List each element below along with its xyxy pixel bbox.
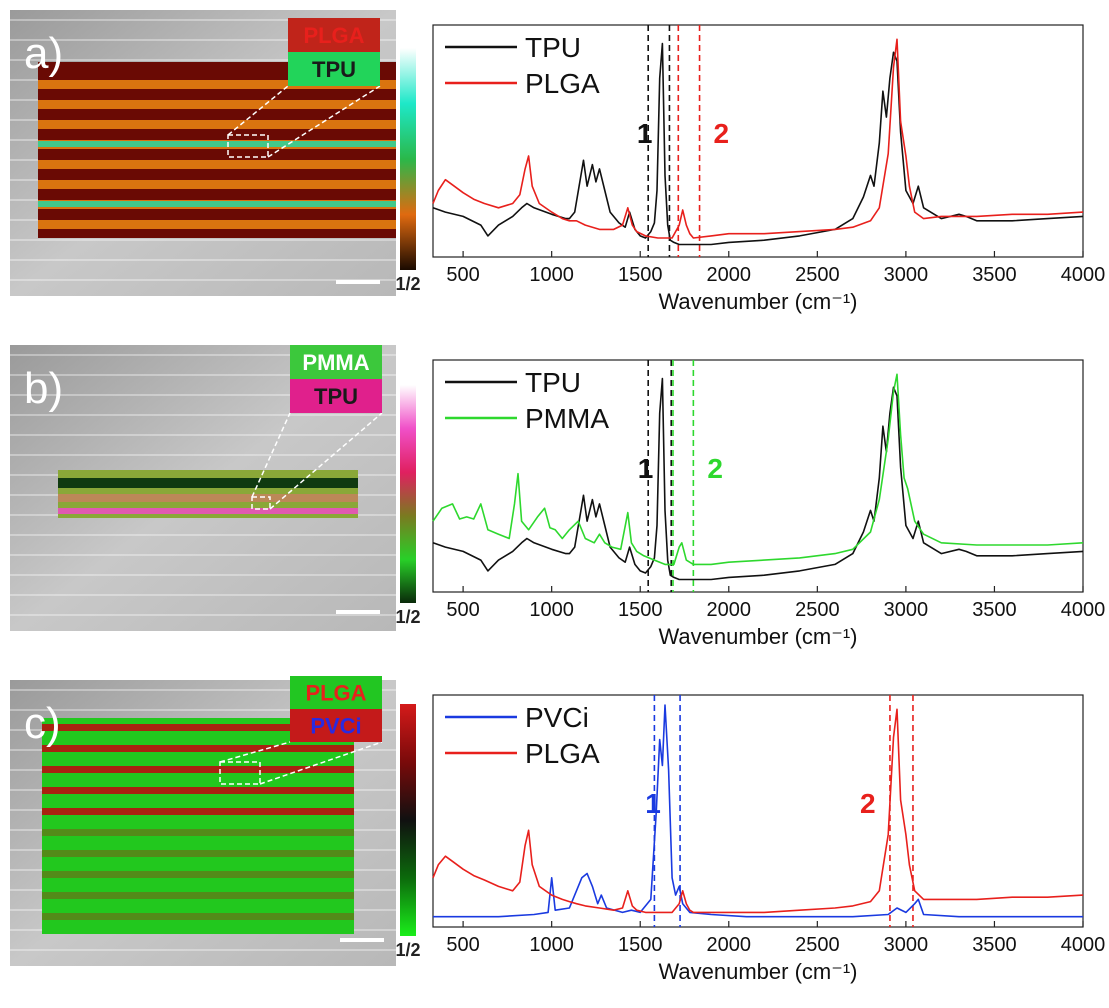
x-tick-label: 3500 [972, 934, 1017, 956]
x-tick-label: 1000 [529, 934, 574, 956]
legend-label: TPU [525, 32, 581, 63]
series-line-plga [432, 708, 1084, 914]
zoom-inset: PLGA TPU [288, 18, 380, 86]
x-axis-label: Wavenumber (cm⁻¹) [658, 959, 857, 984]
x-axis-label: Wavenumber (cm⁻¹) [658, 624, 857, 649]
x-tick-label: 1500 [618, 264, 663, 286]
legend-label: PVCi [525, 702, 589, 733]
colorbar [400, 704, 416, 936]
plot-frame [432, 24, 1084, 258]
zoom-region [251, 412, 383, 510]
legend-label: TPU [525, 367, 581, 398]
band-number-label: 1 [637, 118, 653, 149]
x-tick-label: 2500 [795, 934, 840, 956]
legend-label: PMMA [525, 403, 609, 434]
x-tick-label: 4000 [1061, 934, 1106, 956]
colorbar-label: 1/2 [395, 274, 420, 294]
colorbar-label: 1/2 [395, 607, 420, 627]
series-line-pvci [433, 704, 1083, 918]
panel-label: a) [24, 29, 63, 78]
inset-label: PLGA [303, 23, 364, 48]
panel-label: c) [24, 699, 61, 748]
x-tick-label: 2500 [795, 599, 840, 621]
inset-label: PLGA [305, 681, 366, 706]
x-tick-label: 1500 [618, 599, 663, 621]
band-number-label: 2 [707, 453, 723, 484]
x-tick-label: 4000 [1061, 599, 1106, 621]
legend-label: PLGA [525, 68, 600, 99]
raman-map [58, 470, 358, 518]
series-line-plga [432, 38, 1084, 239]
band-number-label: 1 [638, 453, 654, 484]
x-tick-label: 500 [446, 264, 479, 286]
colorbar-label: 1/2 [395, 940, 420, 960]
x-tick-label: 4000 [1061, 264, 1106, 286]
panel-a: PLGA TPU a) 1/2 TPU PLGA 1 2 500 1000 1500 2000 2500… [0, 0, 1109, 333]
band-number-label: 1 [645, 788, 661, 819]
inset-label: PMMA [302, 350, 369, 375]
plot-frame [432, 359, 1084, 593]
band-number-label: 2 [714, 118, 730, 149]
x-tick-label: 2000 [707, 934, 752, 956]
series-line-pmma [432, 373, 1084, 566]
x-tick-label: 3000 [884, 264, 929, 286]
x-tick-label: 1000 [529, 264, 574, 286]
x-tick-label: 3000 [884, 599, 929, 621]
zoom-region [227, 85, 381, 158]
zoom-inset: PLGA PVCi [290, 676, 382, 742]
panel-label: b) [24, 364, 63, 413]
panel-c: PLGA PVCi c) 1/2 PVCi PLGA 1 2 500 1000 1500 2000 25… [0, 670, 1109, 1003]
x-tick-label: 1500 [618, 934, 663, 956]
x-tick-label: 2000 [707, 599, 752, 621]
raman-map [42, 718, 354, 934]
x-tick-label: 3500 [972, 264, 1017, 286]
series-line-tpu [432, 377, 1084, 581]
zoom-inset: PMMA TPU [290, 345, 382, 413]
x-tick-label: 500 [446, 599, 479, 621]
band-number-label: 2 [860, 788, 876, 819]
zoom-region [219, 741, 383, 785]
raman-map [38, 62, 396, 238]
inset-label: PVCi [310, 714, 361, 739]
x-tick-label: 1000 [529, 599, 574, 621]
x-tick-label: 500 [446, 934, 479, 956]
x-tick-label: 3500 [972, 599, 1017, 621]
x-tick-label: 3000 [884, 934, 929, 956]
legend-label: PLGA [525, 738, 600, 769]
x-axis-label: Wavenumber (cm⁻¹) [658, 289, 857, 314]
x-tick-label: 2000 [707, 264, 752, 286]
inset-label: TPU [312, 57, 356, 82]
inset-label: TPU [314, 384, 358, 409]
colorbar [400, 385, 416, 603]
colorbar [400, 48, 416, 270]
series-line-tpu [432, 42, 1084, 246]
panel-b: PMMA TPU b) 1/2 TPU PMMA 1 2 500 1000 1500 2000 2500… [0, 335, 1109, 668]
x-tick-label: 2500 [795, 264, 840, 286]
